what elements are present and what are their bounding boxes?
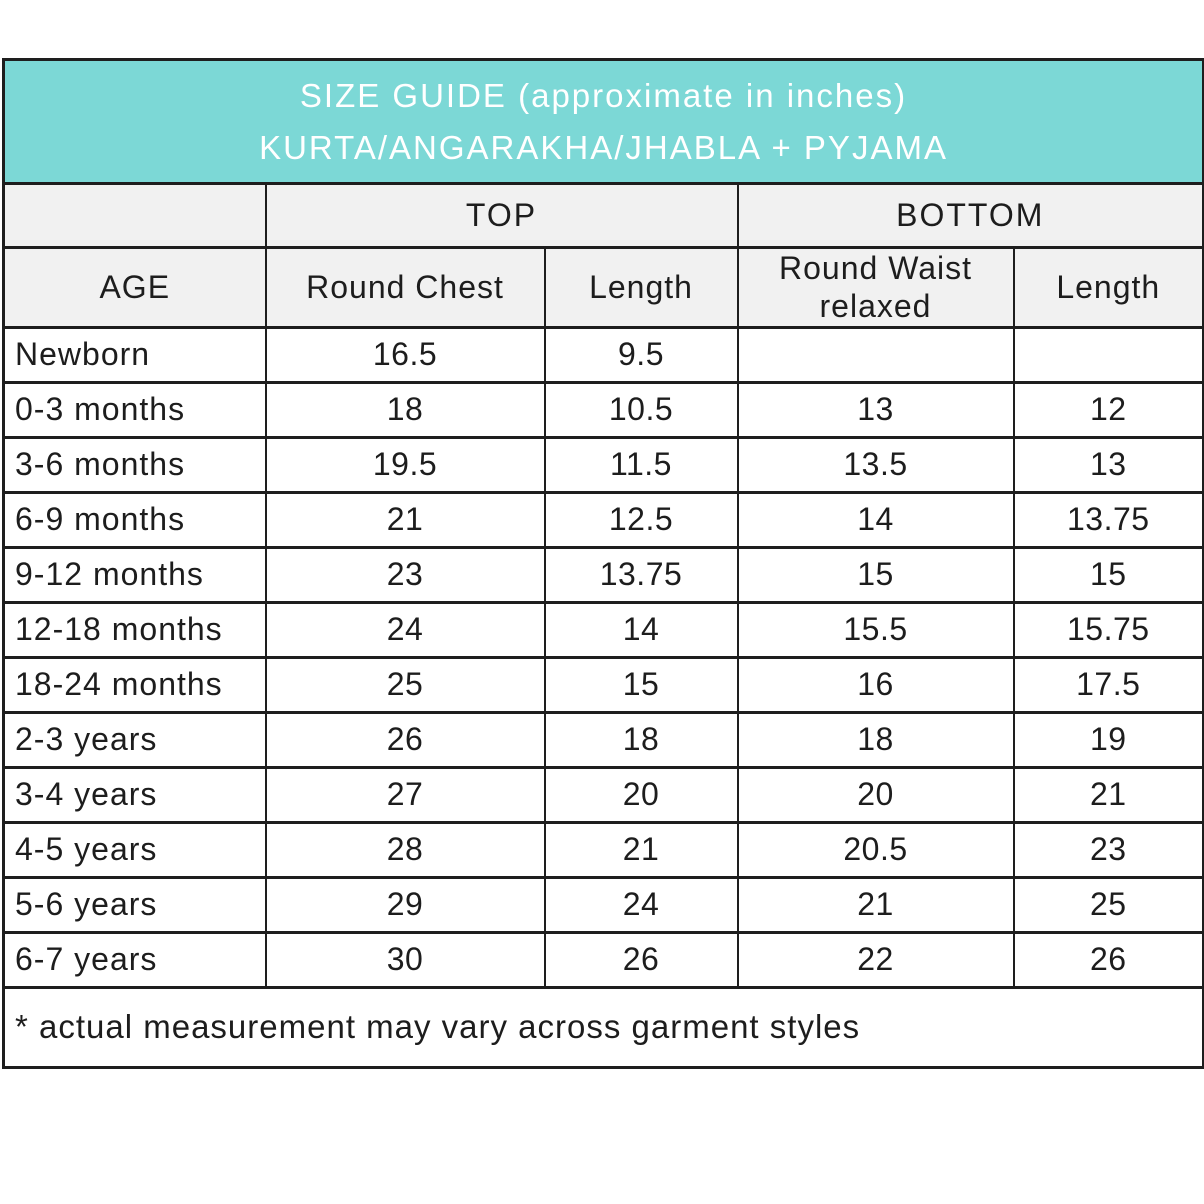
title-line-1: SIZE GUIDE (approximate in inches) — [299, 77, 908, 115]
table-row-6-9-months: 6-9 months 21 12.5 14 13.75 — [2, 490, 1204, 549]
footnote-row: * actual measurement may vary across gar… — [2, 985, 1204, 1069]
column-header-round-chest: Round Chest — [264, 246, 546, 329]
group-header-row: TOP BOTTOM — [2, 182, 1204, 249]
table-row-3-4-years: 3-4 years 27 20 20 21 — [2, 765, 1204, 824]
round-waist-cell: 18 — [736, 710, 1015, 769]
title-banner: SIZE GUIDE (approximate in inches) KURTA… — [2, 58, 1204, 185]
round-chest-cell: 19.5 — [264, 435, 546, 494]
table-row-18-24-months: 18-24 months 25 15 16 17.5 — [2, 655, 1204, 714]
round-waist-cell: 20 — [736, 765, 1015, 824]
bottom-length-cell: 15.75 — [1012, 600, 1204, 659]
top-length-cell: 20 — [543, 765, 739, 824]
group-header-top: TOP — [264, 182, 739, 249]
top-length-cell: 14 — [543, 600, 739, 659]
footnote: * actual measurement may vary across gar… — [2, 985, 1204, 1069]
age-cell: 6-7 years — [2, 930, 267, 989]
bottom-length-cell: 13 — [1012, 435, 1204, 494]
top-length-cell: 15 — [543, 655, 739, 714]
top-length-cell: 18 — [543, 710, 739, 769]
age-cell: 9-12 months — [2, 545, 267, 604]
column-header-bottom-length: Length — [1012, 246, 1204, 329]
age-cell: 6-9 months — [2, 490, 267, 549]
round-waist-cell: 20.5 — [736, 820, 1015, 879]
age-cell: 3-4 years — [2, 765, 267, 824]
table-row-5-6-years: 5-6 years 29 24 21 25 — [2, 875, 1204, 934]
table-row-12-18-months: 12-18 months 24 14 15.5 15.75 — [2, 600, 1204, 659]
table-row-6-7-years: 6-7 years 30 26 22 26 — [2, 930, 1204, 989]
size-guide-table: SIZE GUIDE (approximate in inches) KURTA… — [2, 58, 1204, 1069]
bottom-length-cell: 17.5 — [1012, 655, 1204, 714]
round-chest-cell: 21 — [264, 490, 546, 549]
table-row-3-6-months: 3-6 months 19.5 11.5 13.5 13 — [2, 435, 1204, 494]
round-chest-cell: 25 — [264, 655, 546, 714]
round-waist-cell: 16 — [736, 655, 1015, 714]
bottom-length-cell: 26 — [1012, 930, 1204, 989]
age-cell: 12-18 months — [2, 600, 267, 659]
age-cell: 0-3 months — [2, 380, 267, 439]
age-cell: 18-24 months — [2, 655, 267, 714]
bottom-length-cell: 13.75 — [1012, 490, 1204, 549]
age-cell: 5-6 years — [2, 875, 267, 934]
bottom-length-cell: 23 — [1012, 820, 1204, 879]
round-chest-cell: 24 — [264, 600, 546, 659]
round-chest-cell: 16.5 — [264, 325, 546, 384]
round-chest-cell: 23 — [264, 545, 546, 604]
bottom-length-cell: 12 — [1012, 380, 1204, 439]
age-cell: Newborn — [2, 325, 267, 384]
top-length-cell: 24 — [543, 875, 739, 934]
column-header-row: AGE Round Chest Length Round Waist relax… — [2, 246, 1204, 329]
bottom-length-cell: 21 — [1012, 765, 1204, 824]
round-waist-cell: 13.5 — [736, 435, 1015, 494]
round-waist-cell: 14 — [736, 490, 1015, 549]
top-length-cell: 26 — [543, 930, 739, 989]
bottom-length-cell: 25 — [1012, 875, 1204, 934]
round-chest-cell: 30 — [264, 930, 546, 989]
round-waist-cell: 13 — [736, 380, 1015, 439]
title-line-2: KURTA/ANGARAKHA/JHABLA + PYJAMA — [259, 128, 948, 166]
round-waist-cell: 15 — [736, 545, 1015, 604]
round-chest-cell: 29 — [264, 875, 546, 934]
column-header-round-waist: Round Waist relaxed — [736, 246, 1015, 329]
column-header-age: AGE — [2, 246, 267, 329]
round-waist-cell: 15.5 — [736, 600, 1015, 659]
table-row-0-3-months: 0-3 months 18 10.5 13 12 — [2, 380, 1204, 439]
top-length-cell: 21 — [543, 820, 739, 879]
size-guide-page: SIZE GUIDE (approximate in inches) KURTA… — [2, 58, 1204, 1069]
bottom-length-cell — [1012, 325, 1204, 384]
group-header-empty — [2, 182, 267, 249]
bottom-length-cell: 19 — [1012, 710, 1204, 769]
round-chest-cell: 27 — [264, 765, 546, 824]
round-chest-cell: 18 — [264, 380, 546, 439]
table-row-newborn: Newborn 16.5 9.5 — [2, 325, 1204, 384]
top-length-cell: 11.5 — [543, 435, 739, 494]
top-length-cell: 10.5 — [543, 380, 739, 439]
title-banner-row: SIZE GUIDE (approximate in inches) KURTA… — [2, 58, 1204, 185]
column-header-top-length: Length — [543, 246, 739, 329]
round-waist-cell: 22 — [736, 930, 1015, 989]
round-chest-cell: 28 — [264, 820, 546, 879]
age-cell: 2-3 years — [2, 710, 267, 769]
top-length-cell: 9.5 — [543, 325, 739, 384]
table-row-4-5-years: 4-5 years 28 21 20.5 23 — [2, 820, 1204, 879]
round-waist-cell — [736, 325, 1015, 384]
age-cell: 4-5 years — [2, 820, 267, 879]
group-header-bottom: BOTTOM — [736, 182, 1204, 249]
bottom-length-cell: 15 — [1012, 545, 1204, 604]
age-cell: 3-6 months — [2, 435, 267, 494]
top-length-cell: 12.5 — [543, 490, 739, 549]
top-length-cell: 13.75 — [543, 545, 739, 604]
table-row-9-12-months: 9-12 months 23 13.75 15 15 — [2, 545, 1204, 604]
round-chest-cell: 26 — [264, 710, 546, 769]
round-waist-cell: 21 — [736, 875, 1015, 934]
table-row-2-3-years: 2-3 years 26 18 18 19 — [2, 710, 1204, 769]
